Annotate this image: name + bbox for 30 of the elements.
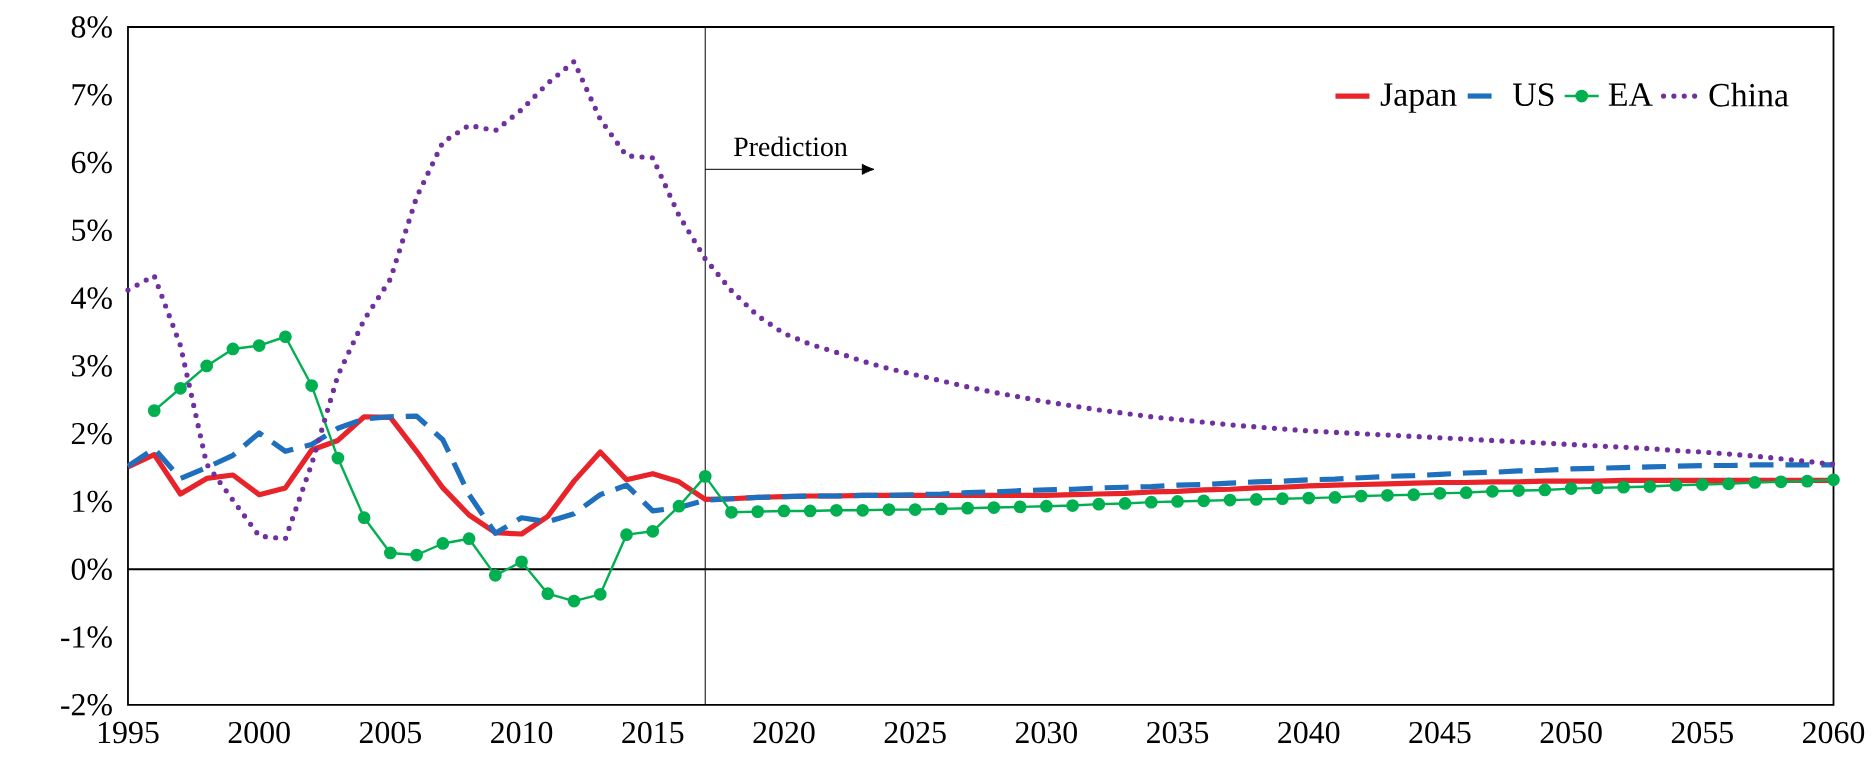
x-tick-label: 2050 xyxy=(1540,721,1602,744)
y-tick-label: 7% xyxy=(72,84,112,106)
ref-line-label: Prediction xyxy=(734,136,848,157)
x-tick-label: 2045 xyxy=(1409,721,1471,744)
x-tick-label: 2030 xyxy=(1015,721,1077,744)
y-tick-label: 4% xyxy=(71,287,112,310)
y-tick-label: 6% xyxy=(71,151,112,174)
y-tick-label: 5% xyxy=(72,219,112,242)
y-tick-label: 3% xyxy=(72,355,112,377)
x-tick-label: 2060 xyxy=(1803,721,1865,744)
x-tick-label: 2000 xyxy=(228,721,290,744)
legend-label: EA xyxy=(1608,83,1653,106)
legend-label: Japan xyxy=(1380,83,1457,113)
y-tick-label: 0% xyxy=(71,558,112,581)
y-tick-label: 1% xyxy=(73,490,112,513)
x-tick-label: 2025 xyxy=(884,721,946,744)
x-tick-label: 2040 xyxy=(1278,721,1340,744)
y-tick-label: -1% xyxy=(61,626,112,648)
x-tick-label: 2055 xyxy=(1671,721,1733,744)
y-tick-label: -2% xyxy=(61,694,112,716)
x-tick-label: 1995 xyxy=(98,721,159,744)
legend-label: US xyxy=(1512,83,1554,107)
x-tick-label: 2035 xyxy=(1147,721,1209,744)
x-tick-label: 2015 xyxy=(622,721,684,744)
y-tick-label: 8% xyxy=(71,16,112,38)
x-tick-label: 2005 xyxy=(359,721,421,744)
x-tick-label: 2020 xyxy=(753,721,815,744)
y-tick-label: 2% xyxy=(71,422,112,445)
legend-label: China xyxy=(1709,82,1789,107)
x-tick-label: 2010 xyxy=(491,721,553,744)
